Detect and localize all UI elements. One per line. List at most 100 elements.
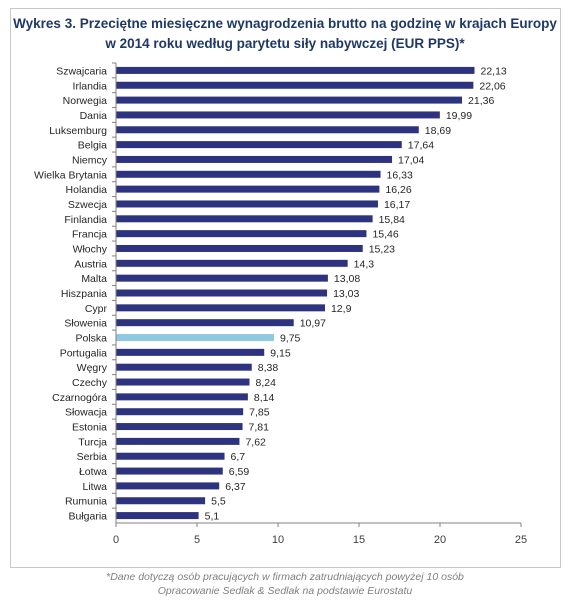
value-label: 17,64 [408,140,434,152]
category-label: Czarnogóra [52,392,107,404]
category-label: Belgia [78,140,107,152]
value-label: 6,7 [231,451,246,463]
bar [116,274,328,282]
value-label: 8,14 [254,392,275,404]
value-label: 21,36 [468,95,494,107]
x-tick-label: 20 [434,534,446,546]
chart-title-line2: w 2014 roku według parytetu siły nabywcz… [105,36,465,51]
category-label: Rumunia [65,496,107,508]
bar [116,185,380,193]
bar [116,482,220,490]
category-label: Łotwa [79,466,107,478]
category-label: Francja [72,229,107,241]
category-label: Dania [80,110,108,122]
bar [116,363,252,371]
bar [116,215,373,223]
category-label: Litwa [82,481,107,493]
bar [116,170,381,178]
value-label: 13,03 [333,288,359,300]
bar [116,155,393,163]
value-label: 10,97 [300,318,326,330]
category-label: Turcja [78,436,107,448]
value-label: 18,69 [425,125,451,137]
category-label: Szwajcaria [56,65,107,77]
value-label: 22,06 [479,80,505,92]
bar [116,348,265,356]
chart-footnote: *Dane dotyczą osób pracujących w firmach… [0,570,570,598]
value-label: 5,1 [205,511,220,523]
category-label: Niemcy [72,154,108,166]
value-label: 7,81 [249,422,270,434]
bar [116,437,240,445]
category-label: Polska [75,333,107,345]
x-tick-label: 25 [515,534,527,546]
value-label: 7,62 [245,436,266,448]
value-label: 8,24 [255,377,276,389]
category-label: Holandia [66,184,108,196]
value-label: 5,5 [211,496,226,508]
value-label: 15,84 [379,214,405,226]
category-label: Portugalia [60,347,107,359]
category-label: Serbia [77,451,108,463]
bar [116,334,274,342]
x-tick-label: 10 [272,534,284,546]
value-label: 19,99 [446,110,472,122]
footnote-line2: Opracowanie Sedlak & Sedlak na podstawie… [157,585,413,597]
chart-title-line1: Wykres 3. Przeciętne miesięczne wynagrod… [13,16,557,31]
value-label: 16,26 [385,184,411,196]
value-label: 17,04 [398,154,424,166]
x-tick-label: 5 [194,534,200,546]
bar [116,452,225,460]
value-label: 7,85 [249,407,270,419]
value-label: 12,9 [331,303,352,315]
bar [116,200,378,208]
category-label: Szwecja [68,199,107,211]
category-label: Słowacja [65,407,107,419]
bar [116,81,474,89]
bar [116,141,402,149]
category-label: Estonia [72,422,107,434]
value-label: 22,13 [481,65,507,77]
value-label: 6,37 [225,481,246,493]
bar [116,259,348,267]
category-label: Austria [74,258,107,270]
category-label: Finlandia [64,214,107,226]
bar [116,408,244,416]
x-tick-label: 0 [113,534,119,546]
category-label: Słowenia [64,318,107,330]
category-label: Cypr [85,303,108,315]
value-label: 15,23 [369,243,395,255]
category-label: Luksemburg [49,125,107,137]
value-label: 13,08 [334,273,360,285]
category-label: Wielka Brytania [34,169,107,181]
category-label: Malta [81,273,107,285]
category-label: Węgry [77,362,108,374]
value-label: 9,15 [270,347,291,359]
value-label: 6,59 [229,466,250,478]
category-label: Hiszpania [61,288,107,300]
value-label: 9,75 [280,333,301,345]
bar [116,96,463,104]
value-label: 16,33 [387,169,413,181]
bar [116,497,206,505]
bar [116,244,363,252]
bar [116,423,243,431]
bar [116,126,419,134]
category-label: Włochy [73,243,108,255]
bar [116,230,367,238]
bar [116,289,328,297]
bar [116,512,199,520]
value-label: 14,3 [354,258,375,270]
chart-title: Wykres 3. Przeciętne miesięczne wynagrod… [0,14,570,54]
bar [116,66,475,74]
bar [116,319,294,327]
bar [116,304,325,312]
value-label: 8,38 [258,362,279,374]
value-label: 16,17 [384,199,410,211]
category-label: Norwegia [63,95,108,107]
bar [116,393,248,401]
footnote-line1: *Dane dotyczą osób pracujących w firmach… [106,571,464,583]
bar [116,111,440,119]
category-label: Irlandia [73,80,108,92]
